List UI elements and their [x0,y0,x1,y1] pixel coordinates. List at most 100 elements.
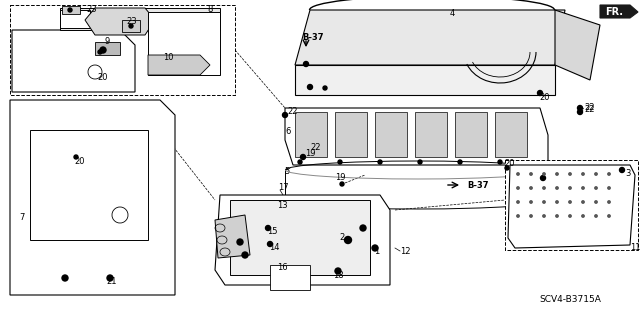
Circle shape [577,109,582,115]
Text: 6: 6 [285,128,291,137]
Circle shape [595,215,597,217]
Text: 8: 8 [207,5,212,14]
Text: B-37: B-37 [302,33,324,42]
Text: 14: 14 [269,243,279,253]
Text: 4: 4 [449,9,454,18]
Circle shape [282,113,287,117]
Circle shape [323,86,327,90]
Polygon shape [270,265,310,290]
Circle shape [569,173,572,175]
Polygon shape [230,200,370,275]
Text: 15: 15 [267,227,277,236]
Polygon shape [600,5,638,18]
Polygon shape [30,130,148,240]
Bar [375,112,407,157]
Polygon shape [555,10,600,80]
Polygon shape [295,10,565,65]
Polygon shape [122,20,140,32]
Text: 13: 13 [276,201,287,210]
Circle shape [608,201,610,203]
Circle shape [74,155,78,159]
Circle shape [543,215,545,217]
Polygon shape [285,108,548,165]
Circle shape [569,201,572,203]
Circle shape [338,160,342,164]
Bar [455,112,487,157]
Circle shape [569,187,572,189]
Circle shape [569,215,572,217]
Circle shape [620,167,625,173]
Circle shape [372,245,378,251]
Circle shape [530,215,532,217]
Circle shape [68,8,72,12]
Text: 17: 17 [278,183,288,192]
Circle shape [608,215,610,217]
Polygon shape [295,65,555,95]
Circle shape [340,182,344,186]
Circle shape [608,173,610,175]
Text: 23: 23 [86,5,97,14]
Polygon shape [215,215,250,258]
Circle shape [517,215,519,217]
Circle shape [517,173,519,175]
Circle shape [517,187,519,189]
Circle shape [582,173,584,175]
Circle shape [577,106,582,110]
Circle shape [595,173,597,175]
Circle shape [301,154,305,160]
Text: 9: 9 [104,38,109,47]
Bar [495,112,527,157]
Polygon shape [62,6,80,14]
Text: 22: 22 [311,144,321,152]
Text: 23: 23 [127,18,138,26]
Polygon shape [60,10,90,28]
Circle shape [307,85,312,90]
Text: 19: 19 [335,174,345,182]
Circle shape [344,236,351,243]
Circle shape [541,175,545,181]
Circle shape [582,187,584,189]
Circle shape [266,226,271,231]
Circle shape [498,160,502,164]
Circle shape [100,47,106,53]
Text: 22: 22 [585,103,595,113]
Polygon shape [60,8,220,30]
Circle shape [556,173,558,175]
Circle shape [129,24,133,28]
Circle shape [335,268,341,274]
Polygon shape [10,100,175,295]
Polygon shape [505,160,638,250]
Text: 18: 18 [333,271,343,279]
Text: 21: 21 [107,278,117,286]
Polygon shape [12,30,135,92]
Circle shape [543,173,545,175]
Text: 2: 2 [339,233,344,241]
Polygon shape [148,55,210,75]
Text: 20: 20 [349,226,360,234]
Text: 10: 10 [163,54,173,63]
Circle shape [107,275,113,281]
Text: B-37: B-37 [467,181,489,189]
Text: 1: 1 [374,248,380,256]
Text: SCV4-B3715A: SCV4-B3715A [539,295,601,305]
Circle shape [530,187,532,189]
Text: 3: 3 [625,168,630,177]
Circle shape [556,187,558,189]
Circle shape [418,160,422,164]
Text: 20: 20 [543,177,553,187]
Text: 20: 20 [505,160,515,168]
Bar [335,112,367,157]
Circle shape [595,201,597,203]
Circle shape [303,62,308,66]
Text: FR.: FR. [605,7,623,17]
Circle shape [543,187,545,189]
Text: 5: 5 [284,167,290,176]
Circle shape [556,215,558,217]
Bar [295,112,327,157]
Circle shape [62,275,68,281]
Text: 22: 22 [288,108,298,116]
Text: 11: 11 [630,243,640,253]
Text: 12: 12 [400,248,410,256]
Text: 20: 20 [540,93,550,101]
Bar [415,112,447,157]
